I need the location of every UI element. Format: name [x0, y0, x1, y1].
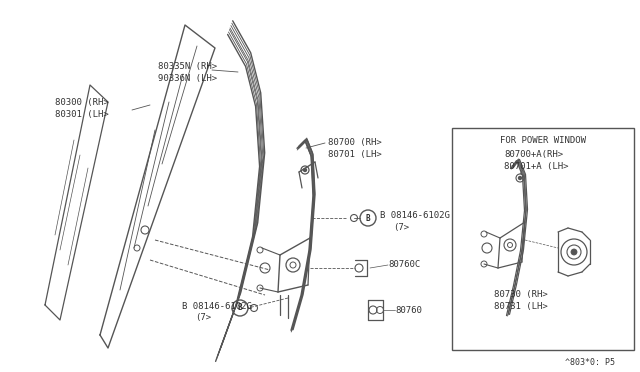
- Text: (7>: (7>: [393, 223, 409, 232]
- Text: 80700 (RH>: 80700 (RH>: [328, 138, 381, 147]
- Text: B 08146-6102G: B 08146-6102G: [380, 211, 450, 220]
- Text: 80300 (RH>: 80300 (RH>: [55, 98, 109, 107]
- Text: 80730 (RH>: 80730 (RH>: [494, 290, 548, 299]
- Text: ^803*0: P5: ^803*0: P5: [565, 358, 615, 367]
- Text: 80700+A(RH>: 80700+A(RH>: [504, 150, 563, 159]
- Text: 80760: 80760: [395, 306, 422, 315]
- Text: (7>: (7>: [195, 313, 211, 322]
- Text: 80335N (RH>: 80335N (RH>: [158, 62, 217, 71]
- Text: 80701+A (LH>: 80701+A (LH>: [504, 162, 568, 171]
- Text: 90336N (LH>: 90336N (LH>: [158, 74, 217, 83]
- FancyBboxPatch shape: [452, 128, 634, 350]
- Text: B: B: [237, 304, 243, 312]
- Text: 80731 (LH>: 80731 (LH>: [494, 302, 548, 311]
- Text: FOR POWER WINDOW: FOR POWER WINDOW: [500, 136, 586, 145]
- Text: B 08146-6102G: B 08146-6102G: [182, 302, 252, 311]
- Text: 80301 (LH>: 80301 (LH>: [55, 110, 109, 119]
- Text: 80760C: 80760C: [388, 260, 420, 269]
- Circle shape: [303, 169, 307, 171]
- Circle shape: [571, 249, 577, 255]
- Text: 80701 (LH>: 80701 (LH>: [328, 150, 381, 159]
- Circle shape: [518, 176, 522, 180]
- Text: B: B: [365, 214, 371, 222]
